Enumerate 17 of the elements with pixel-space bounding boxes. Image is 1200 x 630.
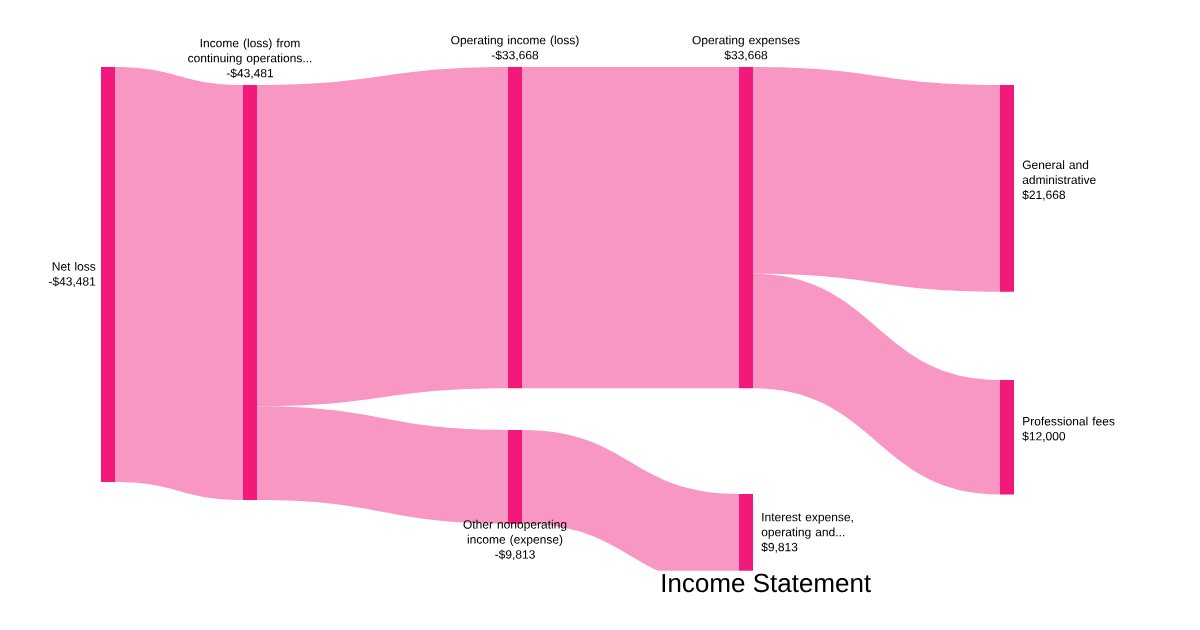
data-label: $33,668 bbox=[724, 50, 768, 61]
data-label: $9,813 bbox=[761, 542, 798, 553]
data-label: -$9,813 bbox=[495, 549, 535, 561]
data-label: -$33,668 bbox=[491, 50, 539, 61]
category-label: Other nonoperating income (expense) bbox=[463, 519, 567, 547]
category-label: Professional fees bbox=[1023, 416, 1115, 426]
category-label: Net loss bbox=[52, 261, 96, 271]
data-label: $21,668 bbox=[1022, 190, 1066, 201]
data-label: $12,000 bbox=[1022, 431, 1066, 442]
category-label: Operating expenses bbox=[692, 35, 800, 47]
category-label: Income (loss) from continuing operations... bbox=[188, 38, 312, 65]
category-label: General and administrative bbox=[1022, 160, 1096, 185]
text: Income Statement bbox=[662, 573, 871, 593]
data-label: -$43,481 bbox=[48, 276, 96, 288]
data-label: -$43,481 bbox=[226, 68, 274, 79]
category-label: Operating income (loss) bbox=[451, 35, 579, 47]
category-label: Interest expense, operating and... bbox=[761, 512, 853, 539]
